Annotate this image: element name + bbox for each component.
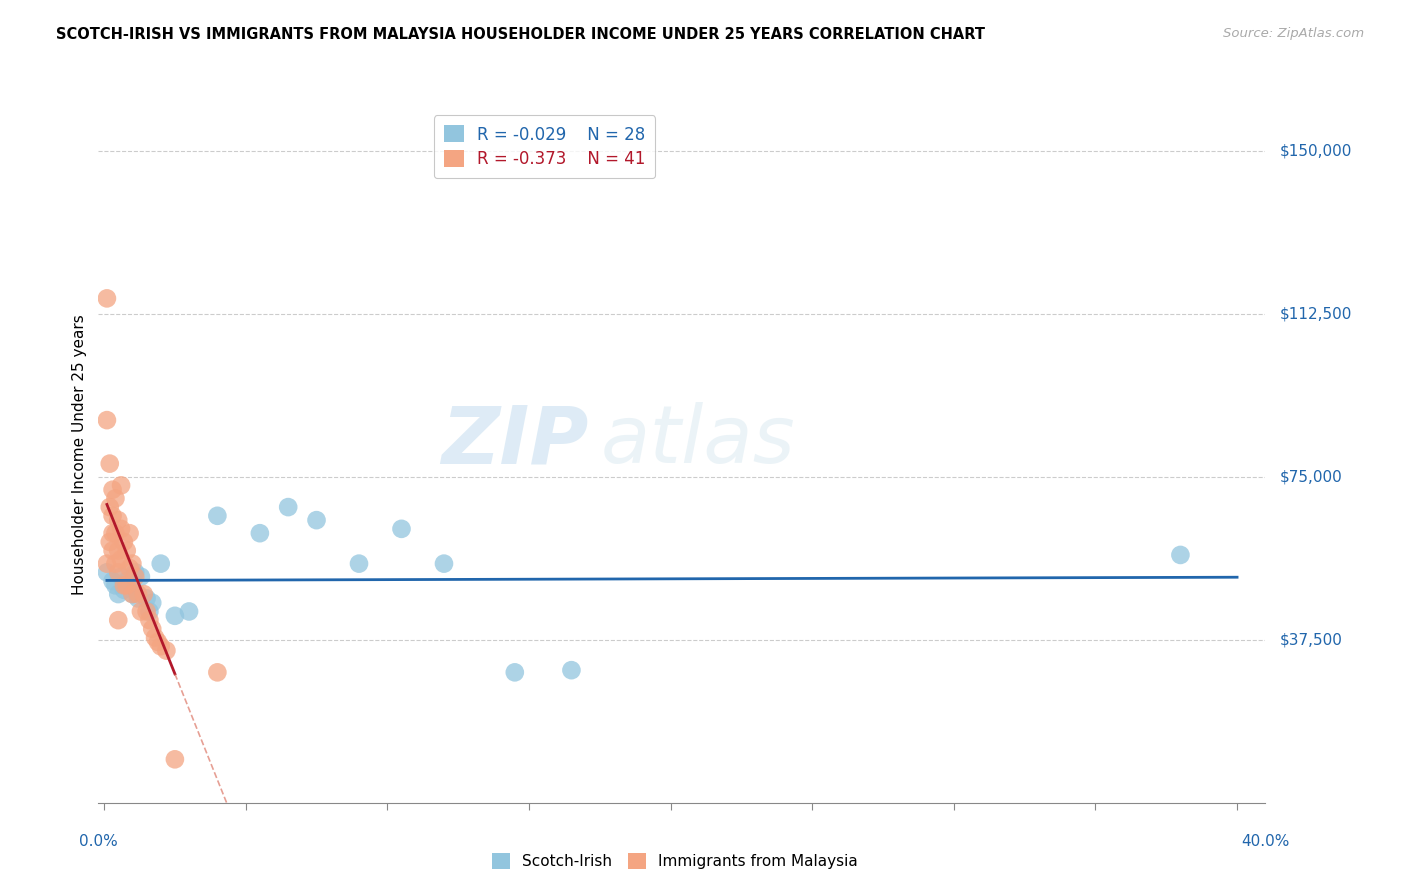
Point [347, 557, 370, 571]
Text: $75,000: $75,000 [1279, 469, 1343, 484]
Point [124, 566, 146, 580]
Point [138, 605, 160, 619]
Point [129, 605, 152, 619]
Legend: Scotch-Irish, Immigrants from Malaysia: Scotch-Irish, Immigrants from Malaysia [485, 847, 865, 875]
Point [391, 522, 413, 536]
Point [149, 557, 172, 571]
Point [96, 557, 118, 571]
Point [110, 522, 132, 536]
Point [101, 543, 124, 558]
Point [98, 500, 121, 514]
Legend: R = -0.029    N = 28, R = -0.373    N = 41: R = -0.029 N = 28, R = -0.373 N = 41 [433, 115, 655, 178]
Point [96, 291, 118, 305]
Point [101, 574, 124, 588]
Point [124, 570, 146, 584]
Point [112, 578, 135, 592]
Point [132, 587, 155, 601]
Point [177, 605, 200, 619]
Text: 40.0%: 40.0% [1241, 834, 1289, 849]
Point [101, 526, 124, 541]
Point [96, 566, 118, 580]
Point [107, 566, 129, 580]
Point [107, 613, 129, 627]
Point [249, 526, 271, 541]
Point [503, 665, 526, 680]
Point [101, 508, 124, 523]
Point [207, 508, 229, 523]
Text: 0.0%: 0.0% [79, 834, 118, 849]
Text: atlas: atlas [600, 402, 794, 480]
Text: ZIP: ZIP [441, 402, 589, 480]
Point [96, 413, 118, 427]
Point [110, 570, 132, 584]
Point [112, 535, 135, 549]
Point [107, 587, 129, 601]
Point [305, 513, 328, 527]
Point [127, 587, 149, 601]
Point [1170, 548, 1192, 562]
Point [112, 582, 135, 597]
Point [98, 535, 121, 549]
Point [104, 578, 127, 592]
Point [110, 552, 132, 566]
Text: $37,500: $37,500 [1279, 632, 1343, 648]
Point [110, 478, 132, 492]
Point [141, 622, 163, 636]
Point [135, 605, 157, 619]
Point [104, 526, 127, 541]
Point [149, 639, 172, 653]
Text: $112,500: $112,500 [1279, 306, 1351, 321]
Text: SCOTCH-IRISH VS IMMIGRANTS FROM MALAYSIA HOUSEHOLDER INCOME UNDER 25 YEARS CORRE: SCOTCH-IRISH VS IMMIGRANTS FROM MALAYSIA… [56, 27, 986, 42]
Text: Source: ZipAtlas.com: Source: ZipAtlas.com [1223, 27, 1364, 40]
Point [127, 591, 149, 606]
Point [107, 513, 129, 527]
Point [115, 574, 138, 588]
Point [101, 483, 124, 497]
Point [118, 561, 141, 575]
Point [104, 557, 127, 571]
Point [115, 578, 138, 592]
Point [118, 578, 141, 592]
Point [163, 752, 186, 766]
Point [107, 543, 129, 558]
Point [115, 543, 138, 558]
Point [433, 557, 456, 571]
Point [98, 457, 121, 471]
Point [146, 635, 169, 649]
Text: $150,000: $150,000 [1279, 143, 1351, 158]
Point [121, 587, 143, 601]
Point [277, 500, 299, 514]
Point [560, 663, 582, 677]
Point [163, 608, 186, 623]
Point [155, 643, 177, 657]
Point [141, 596, 163, 610]
Point [135, 591, 157, 606]
Point [138, 613, 160, 627]
Y-axis label: Householder Income Under 25 years: Householder Income Under 25 years [72, 315, 87, 595]
Point [121, 557, 143, 571]
Point [207, 665, 229, 680]
Point [143, 631, 166, 645]
Point [121, 587, 143, 601]
Point [104, 491, 127, 506]
Point [118, 526, 141, 541]
Point [129, 570, 152, 584]
